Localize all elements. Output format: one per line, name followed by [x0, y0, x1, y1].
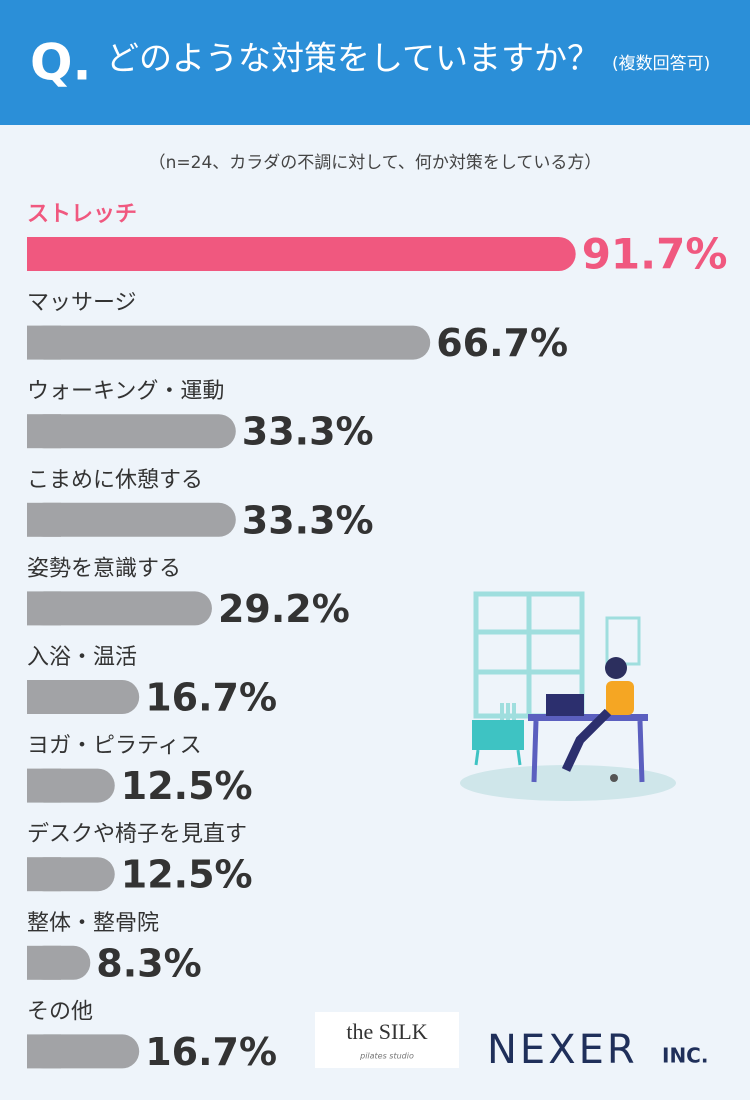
logo-nexer: NEXER [487, 1027, 638, 1073]
bar [27, 237, 576, 271]
value-label: 66.7% [436, 321, 568, 365]
value-label: 8.3% [96, 941, 201, 985]
value-label: 16.7% [145, 1030, 277, 1074]
bar-left [27, 325, 61, 360]
category-label: その他 [27, 999, 93, 1024]
bar [27, 591, 212, 626]
category-label: ウォーキング・運動 [27, 379, 224, 404]
category-label: デスクや椅子を見直す [27, 822, 247, 847]
category-label: 整体・整骨院 [27, 911, 159, 936]
value-label: 33.3% [242, 410, 374, 454]
bar-left [27, 1034, 61, 1069]
bar-left [27, 768, 61, 803]
logo-nexer-suffix: INC. [662, 1044, 708, 1068]
bar-left [27, 945, 61, 980]
bar [27, 325, 431, 360]
title-prefix: Q. [30, 34, 92, 92]
bar [27, 414, 236, 449]
illustration [460, 591, 676, 801]
header [0, 0, 750, 125]
value-label: 12.5% [121, 764, 253, 808]
value-label: 33.3% [242, 498, 374, 542]
bar-left [27, 237, 61, 271]
title-note: (複数回答可) [612, 54, 710, 74]
category-label: 姿勢を意識する [27, 556, 181, 581]
value-label: 91.7% [582, 230, 728, 279]
bar-left [27, 591, 61, 626]
bar [27, 502, 236, 537]
logo-silk: the SILK [346, 1019, 427, 1044]
bar-left [27, 857, 61, 892]
category-label: ストレッチ [27, 202, 137, 227]
category-label: ヨガ・ピラティス [27, 734, 202, 759]
logo-box [315, 1012, 459, 1068]
chart-title: どのような対策をしていますか？ [106, 39, 600, 78]
value-label: 12.5% [121, 853, 253, 897]
category-label: こまめに休憩する [27, 468, 203, 493]
subtitle: （n=24、カラダの不調に対して、何か対策をしている方） [149, 153, 602, 173]
category-label: マッサージ [27, 291, 137, 316]
value-label: 16.7% [145, 676, 277, 720]
bar-left [27, 680, 61, 714]
bar-left [27, 502, 61, 537]
logo-silk-sub: pilates studio [359, 1052, 414, 1061]
category-label: 入浴・温活 [27, 645, 137, 670]
value-label: 29.2% [218, 587, 350, 631]
bar-left [27, 414, 61, 449]
